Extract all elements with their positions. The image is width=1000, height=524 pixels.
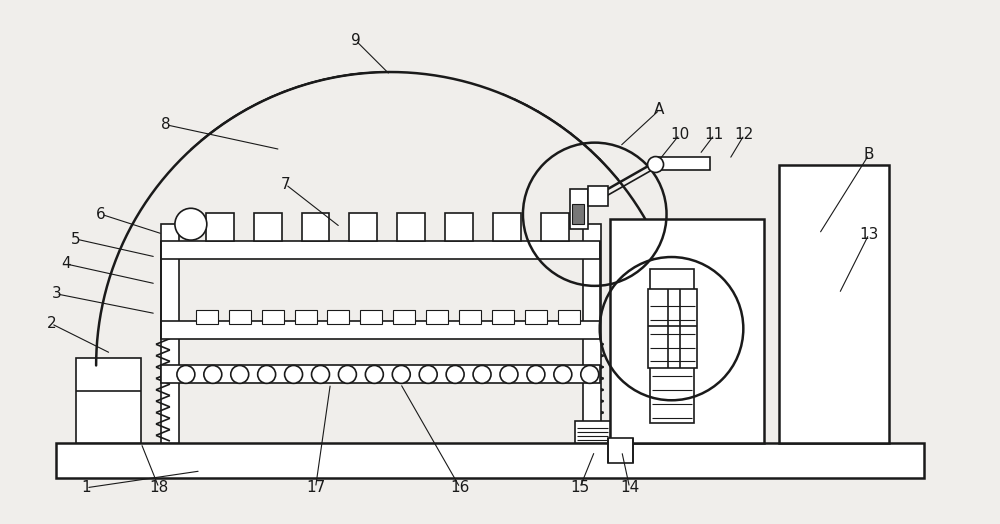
Circle shape bbox=[446, 365, 464, 384]
Bar bbox=[525, 310, 547, 324]
Bar bbox=[583, 224, 601, 443]
Bar bbox=[161, 224, 179, 443]
Text: 4: 4 bbox=[61, 256, 71, 271]
Circle shape bbox=[392, 365, 410, 384]
Circle shape bbox=[648, 157, 664, 172]
Text: 10: 10 bbox=[670, 127, 689, 142]
Bar bbox=[572, 204, 584, 224]
Text: B: B bbox=[864, 147, 874, 162]
Text: A: A bbox=[654, 102, 665, 117]
Bar bbox=[610, 219, 764, 443]
Text: 2: 2 bbox=[46, 316, 56, 331]
Bar bbox=[206, 213, 234, 241]
Circle shape bbox=[285, 365, 303, 384]
Text: 5: 5 bbox=[71, 232, 81, 247]
Bar bbox=[349, 213, 377, 241]
Text: 3: 3 bbox=[51, 286, 61, 301]
Bar bbox=[459, 310, 481, 324]
Text: 13: 13 bbox=[859, 227, 879, 242]
Bar bbox=[570, 189, 588, 229]
Bar bbox=[196, 310, 218, 324]
Bar bbox=[648, 289, 697, 368]
Bar bbox=[161, 321, 600, 339]
Bar bbox=[779, 165, 889, 443]
Text: 7: 7 bbox=[281, 177, 290, 192]
Bar bbox=[541, 213, 569, 241]
Text: 12: 12 bbox=[735, 127, 754, 142]
Text: 15: 15 bbox=[570, 481, 589, 495]
Circle shape bbox=[312, 365, 329, 384]
Bar bbox=[393, 310, 415, 324]
Circle shape bbox=[527, 365, 545, 384]
Bar bbox=[575, 421, 610, 443]
Text: 17: 17 bbox=[306, 481, 325, 495]
Bar bbox=[360, 310, 382, 324]
Circle shape bbox=[258, 365, 276, 384]
Bar bbox=[161, 241, 600, 259]
Bar bbox=[327, 310, 349, 324]
Bar bbox=[493, 213, 521, 241]
Text: 8: 8 bbox=[161, 117, 171, 132]
Circle shape bbox=[473, 365, 491, 384]
Text: 14: 14 bbox=[620, 481, 639, 495]
Circle shape bbox=[419, 365, 437, 384]
Circle shape bbox=[581, 365, 599, 384]
Bar bbox=[229, 310, 251, 324]
Text: 6: 6 bbox=[96, 207, 106, 222]
Circle shape bbox=[231, 365, 249, 384]
Bar bbox=[650, 269, 694, 423]
Bar bbox=[608, 438, 633, 463]
Bar bbox=[492, 310, 514, 324]
Bar bbox=[295, 310, 317, 324]
Bar bbox=[426, 310, 448, 324]
Bar bbox=[262, 310, 284, 324]
Circle shape bbox=[500, 365, 518, 384]
Bar bbox=[76, 358, 141, 443]
Bar bbox=[656, 157, 710, 170]
Bar bbox=[161, 365, 600, 384]
Bar bbox=[558, 310, 580, 324]
Circle shape bbox=[554, 365, 572, 384]
Bar bbox=[445, 213, 473, 241]
Bar bbox=[254, 213, 282, 241]
Text: 18: 18 bbox=[149, 481, 169, 495]
Bar bbox=[56, 443, 924, 478]
Text: 16: 16 bbox=[450, 481, 470, 495]
Circle shape bbox=[204, 365, 222, 384]
Circle shape bbox=[177, 365, 195, 384]
Bar bbox=[588, 187, 608, 206]
Text: 11: 11 bbox=[705, 127, 724, 142]
Text: 9: 9 bbox=[351, 32, 360, 48]
Circle shape bbox=[175, 208, 207, 240]
Bar bbox=[302, 213, 329, 241]
Circle shape bbox=[365, 365, 383, 384]
Bar bbox=[397, 213, 425, 241]
Text: 1: 1 bbox=[81, 481, 91, 495]
Circle shape bbox=[338, 365, 356, 384]
